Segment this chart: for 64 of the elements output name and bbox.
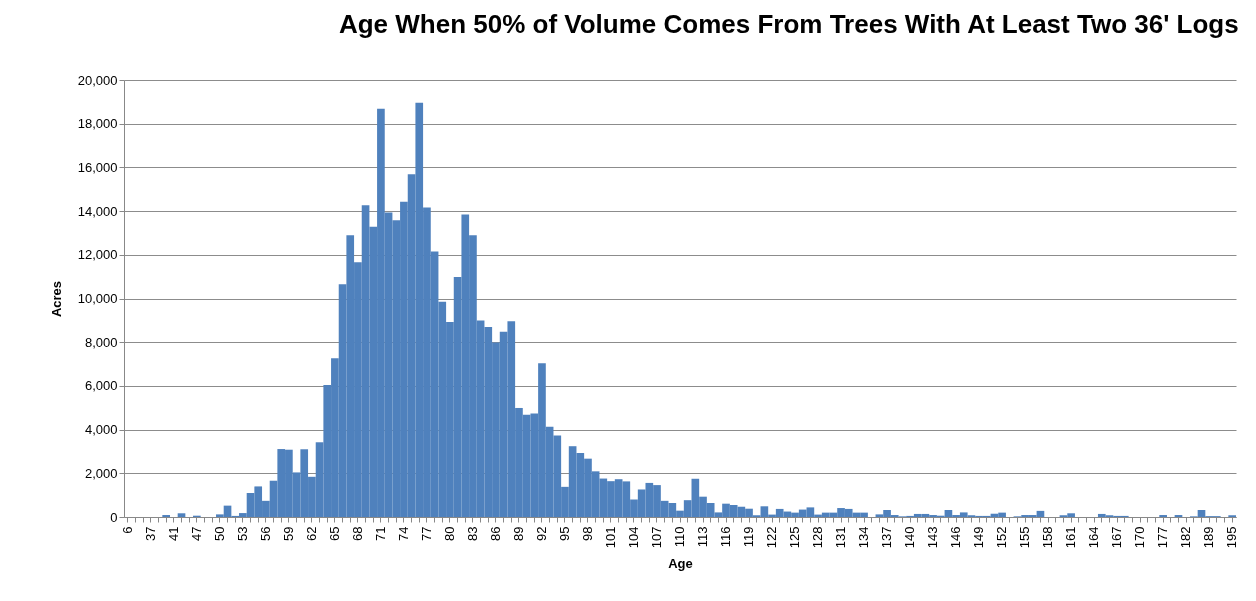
x-tick-label: 137	[879, 526, 895, 549]
y-tick-label: 14,000	[77, 203, 118, 219]
x-tick-label: 71	[372, 526, 388, 541]
y-axis-title: Acres	[48, 280, 64, 318]
x-tick-label: 167	[1109, 526, 1125, 549]
x-tick-label: 56	[257, 526, 273, 541]
x-tick-label: 161	[1063, 526, 1079, 549]
x-tick-label: 41	[165, 526, 181, 541]
x-tick-label: 83	[464, 526, 480, 541]
y-tick-label: 2,000	[84, 465, 118, 481]
y-tick-label: 4,000	[84, 422, 118, 438]
x-tick-label: 95	[556, 526, 572, 541]
x-tick-label: 107	[648, 526, 664, 549]
y-tick-label: 16,000	[77, 159, 118, 175]
x-tick-label: 104	[625, 526, 641, 549]
x-tick-label: 101	[602, 526, 618, 549]
x-tick-label: 164	[1086, 526, 1102, 549]
x-tick-label: 131	[833, 526, 849, 549]
x-tick-label: 110	[672, 526, 687, 548]
y-tick-label: 0	[110, 509, 118, 525]
y-tick-label: 20,000	[77, 72, 118, 88]
x-tick-label: 149	[971, 526, 987, 549]
x-tick-label: 189	[1201, 526, 1217, 549]
y-tick-label: 18,000	[77, 116, 118, 132]
y-tick-label: 6,000	[84, 378, 118, 394]
x-tick-label: 89	[510, 526, 526, 541]
y-tick-label: 12,000	[77, 247, 118, 263]
x-tick-label: 128	[810, 526, 826, 549]
y-tick-label: 8,000	[84, 334, 118, 350]
x-tick-label: 53	[234, 526, 250, 541]
x-tick-label: 37	[142, 526, 158, 541]
x-tick-label: 177	[1155, 526, 1171, 549]
x-tick-label: 158	[1040, 526, 1056, 549]
x-tick-label: 146	[948, 526, 964, 549]
x-tick-label: 47	[188, 526, 204, 541]
x-tick-label: 92	[533, 526, 549, 541]
x-tick-label: 155	[1017, 526, 1033, 549]
x-tick-label: 143	[925, 526, 941, 549]
x-tick-label: 140	[902, 526, 918, 549]
x-tick-label: 119	[741, 526, 757, 548]
x-tick-label: 170	[1132, 526, 1148, 549]
x-tick-label: 125	[787, 526, 803, 549]
x-tick-label: 122	[764, 526, 780, 549]
x-tick-label: 59	[280, 526, 296, 541]
x-tick-label: 86	[487, 526, 503, 541]
x-tick-label: 62	[303, 526, 319, 541]
x-tick-label: 68	[349, 526, 365, 541]
x-tick-label: 98	[579, 526, 595, 541]
x-tick-label: 80	[441, 526, 457, 541]
y-tick-label: 10,000	[77, 291, 118, 306]
bar	[177, 513, 186, 517]
x-tick-label: 50	[211, 526, 227, 541]
x-tick-label: 182	[1178, 526, 1194, 549]
x-tick-label: 113	[695, 526, 711, 548]
x-tick-label: 195	[1224, 526, 1240, 549]
x-tick-label: 74	[395, 526, 411, 541]
chart-title: Age When 50% of Volume Comes From Trees With At Least Two 36' Logs	[338, 9, 1239, 39]
x-tick-label: 134	[856, 526, 872, 549]
x-tick-label: 77	[418, 526, 434, 541]
x-tick-label: 152	[994, 526, 1010, 549]
x-axis-title: Age	[668, 556, 693, 572]
x-tick-label: 6	[119, 526, 135, 534]
x-tick-label: 65	[326, 526, 342, 541]
x-tick-label: 116	[718, 526, 734, 548]
